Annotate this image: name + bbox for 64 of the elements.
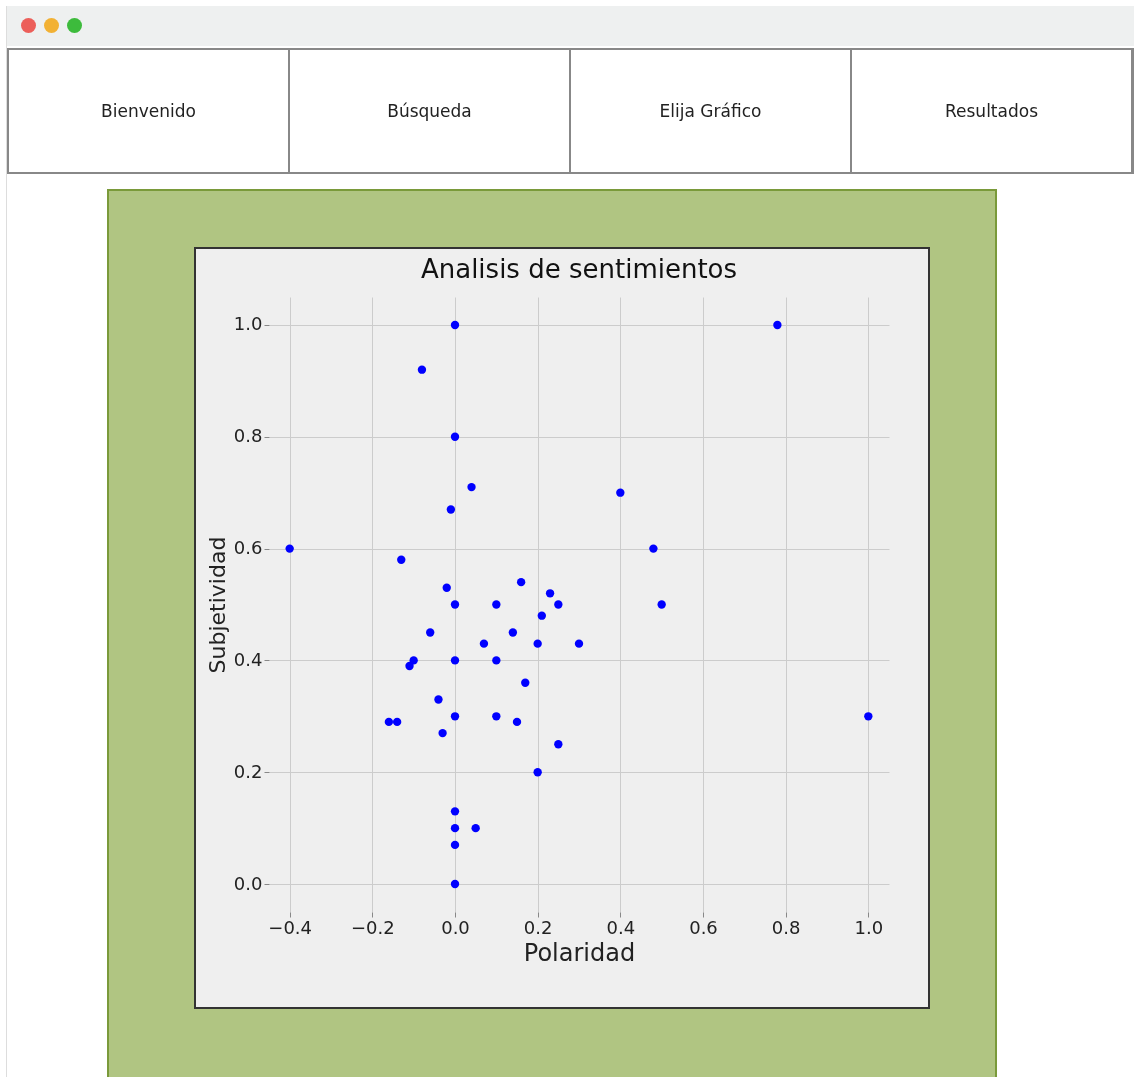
point [397, 555, 406, 564]
point [521, 678, 530, 687]
point [516, 577, 526, 587]
point [471, 823, 480, 833]
point [285, 544, 294, 553]
point [554, 600, 563, 609]
y-tick-label: 0.2 [233, 760, 263, 782]
point [864, 712, 873, 721]
x-tick-label: −0.4 [268, 916, 313, 938]
point [479, 639, 489, 648]
chart-title: Analisis de sentimientos [420, 254, 738, 284]
x-tick-label: 0.4 [606, 916, 636, 938]
point [492, 712, 501, 721]
x-tick-label: 1.0 [854, 916, 884, 938]
point [492, 600, 501, 609]
y-tick-label: 0.8 [233, 425, 263, 447]
x-tick-label: 0.0 [441, 916, 470, 938]
point [434, 695, 443, 704]
point [533, 639, 542, 648]
point [405, 661, 414, 671]
point [508, 628, 518, 637]
y-tick-label: 1.0 [233, 313, 263, 335]
point [450, 600, 460, 609]
y-tick-label: 0.4 [233, 648, 263, 670]
point [450, 712, 460, 721]
point [450, 320, 460, 330]
point [426, 628, 435, 637]
point [450, 656, 460, 665]
point [442, 583, 451, 592]
y-tick-label: 0.6 [233, 537, 263, 559]
point [417, 365, 427, 374]
y-tick-label: 0.0 [233, 872, 263, 894]
point [438, 728, 447, 738]
point [384, 717, 394, 727]
point [450, 807, 460, 816]
point [450, 432, 460, 441]
point [545, 589, 555, 598]
x-tick-label: 0.2 [523, 916, 553, 938]
y-axis-title: Subjetividad [204, 536, 230, 674]
point [450, 879, 460, 889]
point [492, 656, 501, 665]
point [450, 823, 460, 833]
text: Resultados [852, 50, 1133, 172]
point [409, 656, 418, 665]
point [446, 505, 456, 514]
point [649, 544, 658, 553]
text: Bienvenido [9, 50, 290, 172]
x-tick-label: 0.6 [689, 916, 718, 938]
point [512, 717, 522, 727]
point [467, 482, 476, 492]
x-tick-label: 0.8 [771, 916, 801, 938]
point [450, 840, 460, 850]
point [657, 600, 666, 609]
point [533, 768, 542, 777]
point [537, 611, 546, 620]
x-tick-label: −0.2 [350, 916, 395, 938]
text: Elija Gráfico [571, 50, 852, 172]
x-axis-title: Polaridad [523, 938, 636, 967]
point [773, 320, 782, 330]
point [392, 717, 402, 727]
point [554, 740, 563, 749]
point [616, 488, 625, 497]
point [574, 639, 584, 648]
text: Búsqueda [290, 50, 571, 172]
